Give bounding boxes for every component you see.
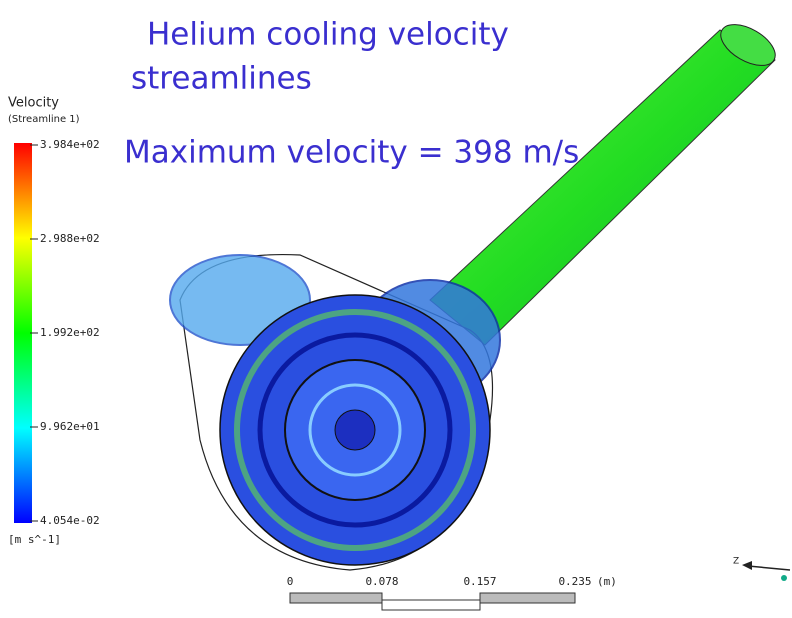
scale-segment <box>382 600 480 610</box>
page: 3.984e+02 2.988e+02 1.992e+02 9.962e+01 4.05… <box>0 0 792 618</box>
legend-tick-label: 2.988e+02 <box>40 232 100 245</box>
legend-tick-label: 9.962e+01 <box>40 420 100 433</box>
axis-arrowhead <box>742 561 752 570</box>
pipe <box>430 30 775 345</box>
scale-label: 0.235 <box>558 575 591 588</box>
axis-origin <box>781 575 787 581</box>
legend-tick-label: 3.984e+02 <box>40 138 100 151</box>
color-bar <box>14 143 32 523</box>
title-line: Helium cooling velocity <box>147 17 509 53</box>
title-line: streamlines <box>131 61 312 97</box>
hub-center <box>335 410 375 450</box>
scale-label: 0.078 <box>365 575 398 588</box>
scale-unit: (m) <box>597 575 617 588</box>
axis-arrow <box>748 566 790 570</box>
scale-segment <box>290 593 382 603</box>
legend-tick-label: 4.054e-02 <box>40 514 100 527</box>
legend-title: Velocity <box>8 96 59 111</box>
axis-label: Z <box>733 557 739 567</box>
visualization: 3.984e+02 2.988e+02 1.992e+02 9.962e+01 4.05… <box>0 0 792 618</box>
subtitle: Maximum velocity = 398 m/s <box>124 135 579 171</box>
scale-segment <box>480 593 575 603</box>
legend-subtitle: (Streamline 1) <box>8 114 80 125</box>
legend-tick-label: 1.992e+02 <box>40 326 100 339</box>
scale-label: 0.157 <box>463 575 496 588</box>
scale-label: 0 <box>287 575 294 588</box>
legend-unit: [m s^-1] <box>8 533 61 546</box>
